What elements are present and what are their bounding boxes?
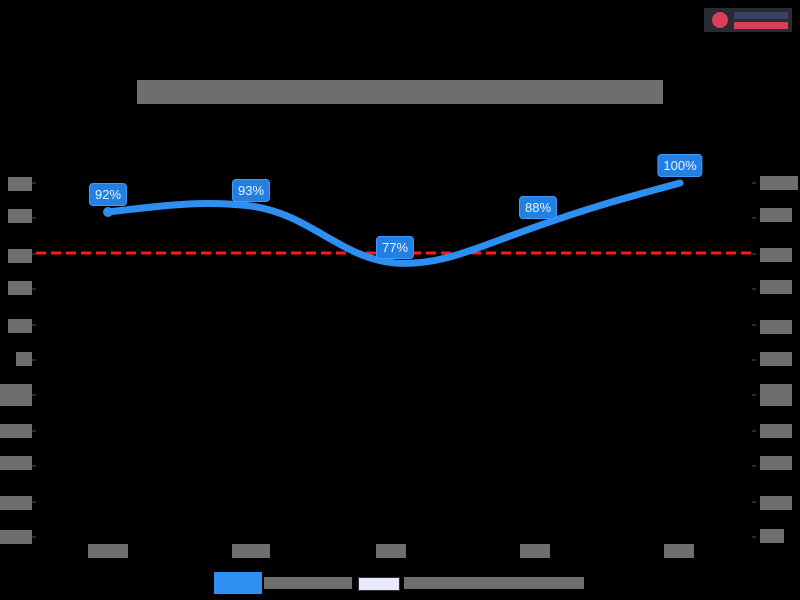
logo-text-bottom: [734, 22, 788, 29]
right-tick-labels: [760, 176, 798, 543]
data-label-3: 88%: [518, 196, 558, 219]
chart-title: [137, 80, 663, 104]
data-label-2: 77%: [375, 236, 415, 259]
series-line: [104, 179, 684, 267]
data-label-1: 93%: [231, 179, 271, 202]
data-label-0: 92%: [88, 183, 128, 206]
logo-text-top: [734, 12, 788, 19]
logo-mark-icon: [712, 12, 728, 28]
right-axis: [752, 182, 756, 538]
x-tick-labels: [88, 544, 694, 558]
logo: [704, 8, 792, 32]
legend-swatch-reference[interactable]: [358, 577, 400, 591]
legend-label-reference: [404, 577, 584, 589]
legend-label-series: [264, 577, 352, 589]
left-axis: [32, 182, 36, 538]
legend-swatch-series[interactable]: [214, 572, 262, 594]
left-tick-labels: [0, 177, 32, 544]
data-label-4: 100%: [657, 154, 703, 177]
